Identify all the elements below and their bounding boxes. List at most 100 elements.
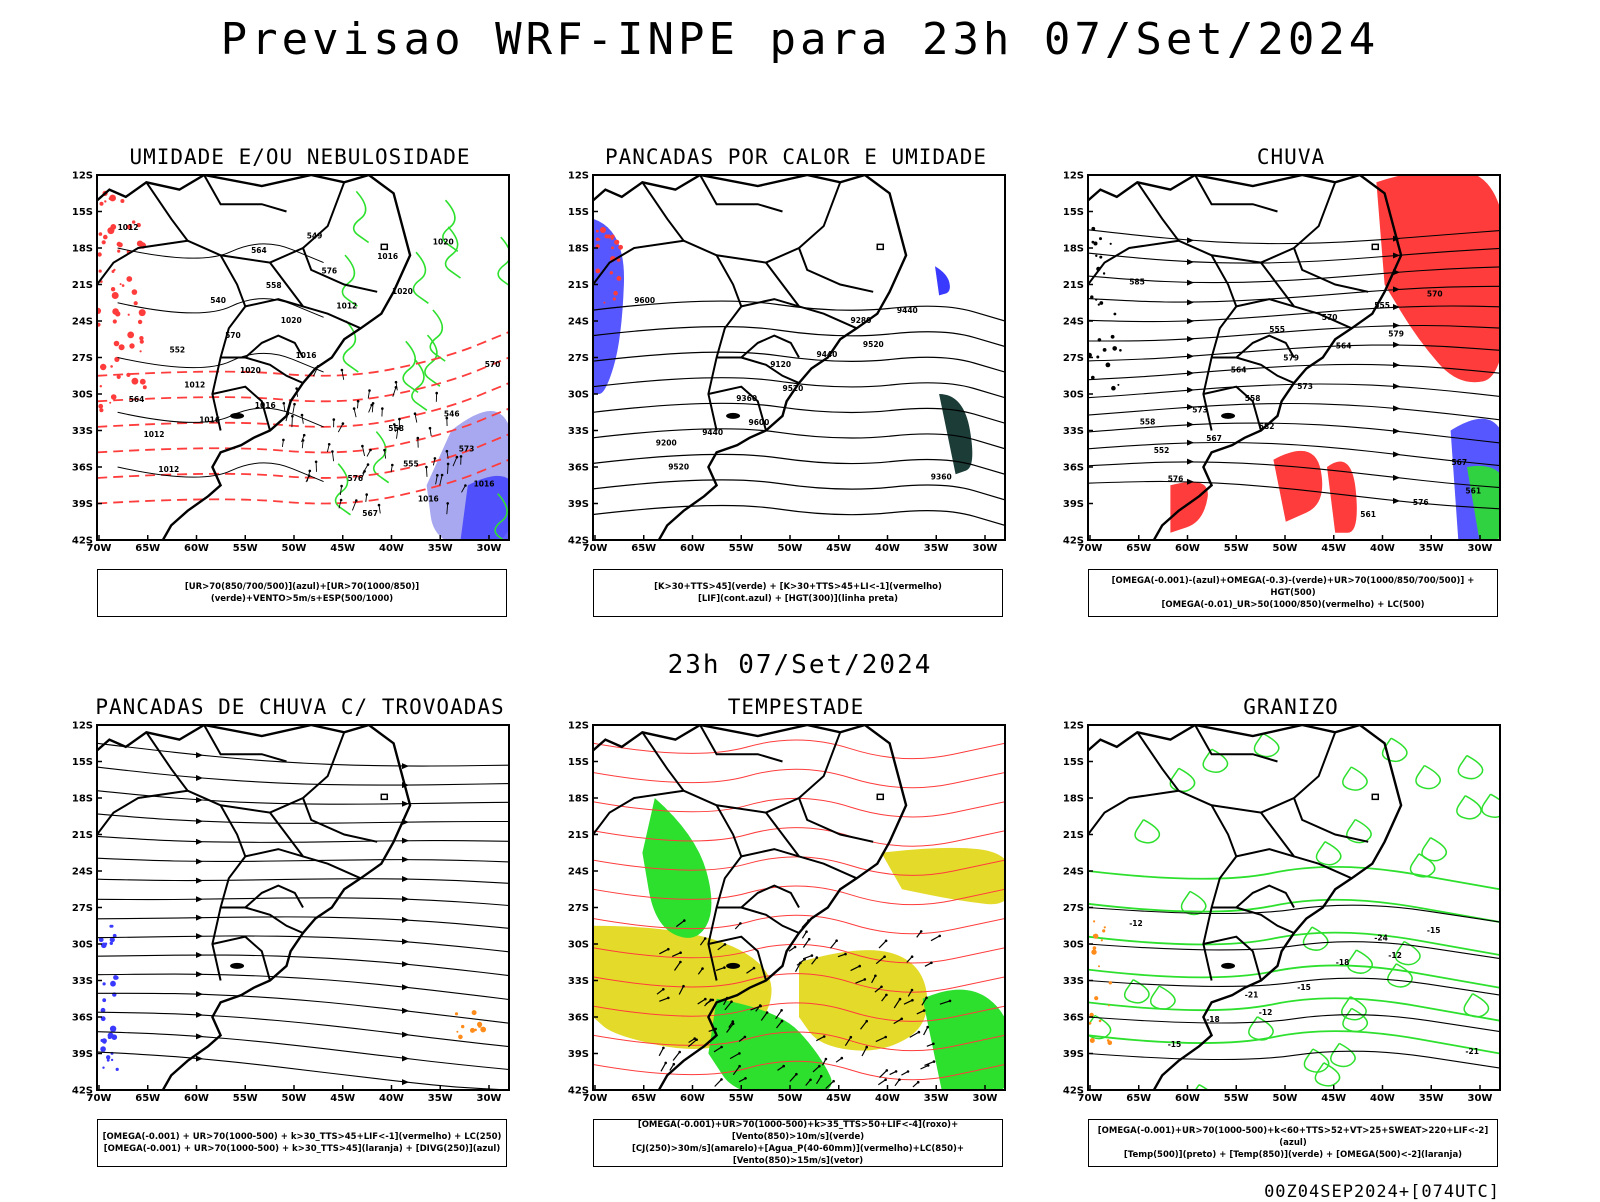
lon-tick-label: 60W <box>680 543 705 554</box>
lat-tick-label: 36S <box>568 1013 589 1024</box>
contour-label: 579 <box>1388 330 1404 339</box>
wind-vector <box>448 464 449 474</box>
vector-head <box>820 1075 823 1078</box>
vector-head <box>884 1078 887 1081</box>
lon-tick-label: 30W <box>477 543 502 554</box>
legend-pancadas-calor: [K>30+TTS>45](verde) + [K>30+TTS>45+LI<-… <box>593 569 1003 617</box>
humidity-red-cells-cell <box>99 408 103 412</box>
instability-red-cells-cell <box>596 238 599 241</box>
vector-head <box>425 466 428 469</box>
contour-label: 573 <box>1297 382 1313 391</box>
panel-granizo: GRANIZO -12-12-12-15-15-15-18-18-21-21-2… <box>1051 695 1531 1165</box>
vector-head <box>363 470 366 473</box>
vector-head <box>724 943 727 946</box>
omega-orange-cells-cell <box>1093 920 1095 922</box>
vector-head <box>678 1051 681 1054</box>
map-umidade: 1012101610201012101610201016101210161020… <box>60 145 540 615</box>
map-content: -12-12-12-15-15-15-18-18-21-21-24 <box>1086 725 1506 1108</box>
divergence-blue-cells-cell <box>112 1034 118 1040</box>
vector-head <box>370 404 373 407</box>
vector-head <box>744 1077 747 1080</box>
vector-head <box>446 502 449 505</box>
vector-head <box>303 434 306 437</box>
lat-tick-label: 12S <box>568 171 589 182</box>
vector-head <box>844 953 847 956</box>
lon-tick-label: 45W <box>330 1093 355 1104</box>
divergence-blue-cells-cell <box>115 976 119 980</box>
humidity-red-cells-cell <box>132 289 138 295</box>
lat-tick-label: 33S <box>568 976 589 987</box>
lat-tick-label: 15S <box>1063 757 1084 768</box>
vector-head <box>766 1011 769 1014</box>
lat-tick-label: 30S <box>568 940 589 951</box>
vector-head <box>398 418 401 421</box>
vector-head <box>395 386 398 389</box>
lat-tick-label: 24S <box>568 867 589 878</box>
thunder-orange-cells-cell <box>456 1031 458 1033</box>
rain-black-cells-cell <box>1117 384 1119 386</box>
lon-tick-label: 65W <box>631 543 656 554</box>
lon-tick-label: 40W <box>875 1093 900 1104</box>
lat-tick-label: 15S <box>1063 207 1084 218</box>
lat-tick-label: 36S <box>568 463 589 474</box>
lon-tick-label: 30W <box>1468 1093 1493 1104</box>
lon-tick-label: 35W <box>1419 1093 1444 1104</box>
contour-label: 540 <box>210 296 226 305</box>
vector-head <box>732 1020 735 1023</box>
contour-label: 1020 <box>240 366 261 375</box>
vector-head <box>832 1080 835 1083</box>
vector-head <box>895 1070 898 1073</box>
humidity-red-cells-cell <box>99 232 103 236</box>
lon-tick-label: 45W <box>330 543 355 554</box>
vector-head <box>874 975 877 978</box>
thunder-orange-cells-cell <box>455 1012 458 1015</box>
legend-granizo: [OMEGA(-0.001)+UR>70(1000-500)+k<60+TTS>… <box>1088 1119 1498 1167</box>
vector-head <box>679 951 682 954</box>
vector-head <box>841 1057 844 1060</box>
vector-head <box>732 1023 735 1026</box>
vector-head <box>898 1078 901 1081</box>
lon-tick-label: 45W <box>826 543 851 554</box>
humidity-red-cells-cell <box>97 252 101 256</box>
vector-head <box>885 994 888 997</box>
contour-label: 1012 <box>118 223 139 232</box>
humidity-red-cells-cell <box>112 308 119 315</box>
vector-head <box>720 1046 723 1049</box>
lake-shape <box>230 963 244 969</box>
vector-head <box>949 1000 952 1003</box>
lon-tick-label: 50W <box>778 1093 803 1104</box>
contour-label: -12 <box>1388 951 1402 960</box>
contour-label: 570 <box>485 360 501 369</box>
lat-tick-label: 12S <box>1063 171 1084 182</box>
contour-label: -24 <box>1374 933 1388 942</box>
vector-head <box>383 449 386 452</box>
contour-label: 576 <box>348 474 364 483</box>
contour-label: 9600 <box>749 418 770 427</box>
lon-tick-label: 35W <box>428 1093 453 1104</box>
lon-tick-label: 70W <box>87 1093 112 1104</box>
instability-red-cells-cell <box>611 237 614 240</box>
lat-tick-label: 27S <box>72 353 93 364</box>
divergence-blue-cells-cell <box>107 1059 110 1062</box>
legend-trovoadas: [OMEGA(-0.001) + UR>70(1000-500) + k>30_… <box>97 1119 507 1167</box>
lat-tick-label: 24S <box>1063 867 1084 878</box>
omega-orange-cells-cell <box>1101 939 1103 941</box>
humidity-red-cells-cell <box>104 200 106 202</box>
lat-tick-label: 15S <box>568 757 589 768</box>
lat-tick-label: 33S <box>1063 976 1084 987</box>
humidity-red-cells-cell <box>137 241 143 247</box>
divergence-blue-cells-cell <box>110 981 116 987</box>
thunder-orange-cells-cell <box>470 1028 475 1033</box>
legend-umidade: [UR>70(850/700/500)](azul)+[UR>70(1000/8… <box>97 569 507 617</box>
contour-label: -21 <box>1465 1047 1479 1056</box>
vector-head <box>805 930 808 933</box>
humidity-red-cells-cell <box>102 240 106 244</box>
lat-tick-label: 27S <box>1063 903 1084 914</box>
lat-tick-label: 39S <box>568 1049 589 1060</box>
lon-tick-label: 65W <box>1126 543 1151 554</box>
contour-label: 567 <box>1206 434 1222 443</box>
vector-head <box>794 946 797 949</box>
humidity-red-cells-cell <box>120 199 124 203</box>
humidity-red-cells-cell <box>109 195 116 202</box>
